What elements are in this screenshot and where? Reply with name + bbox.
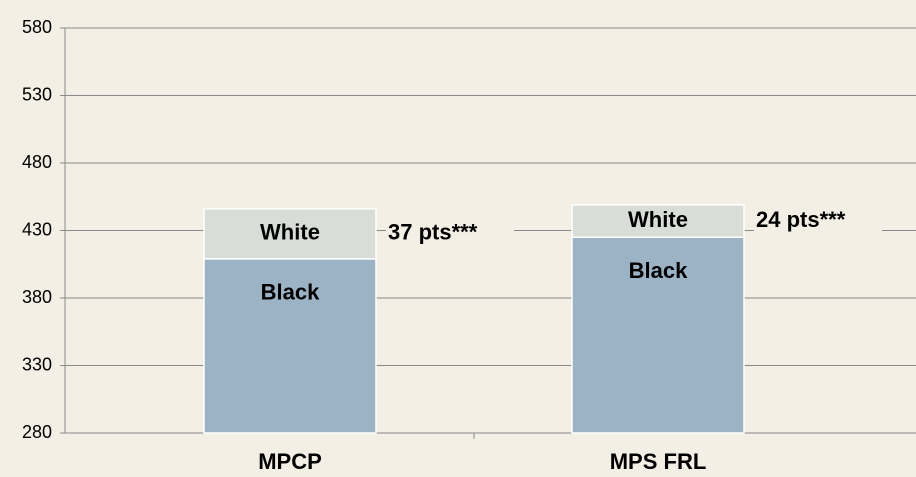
y-tick-label: 280	[22, 422, 52, 442]
value-label: 24 pts***	[756, 207, 846, 232]
x-tick-label: MPS FRL	[610, 449, 707, 474]
segment-label: Black	[629, 258, 688, 283]
bar-segment	[571, 236, 745, 434]
segment-label: White	[628, 207, 688, 232]
segment-label: White	[260, 220, 320, 245]
y-tick-label: 530	[22, 84, 52, 104]
bar-segment	[203, 208, 377, 260]
y-tick-label: 480	[22, 152, 52, 172]
y-tick-label: 330	[22, 354, 52, 374]
segment-label: Black	[261, 280, 320, 305]
label-background	[754, 206, 882, 237]
bar-segment	[571, 204, 745, 239]
bar-segment	[203, 258, 377, 434]
y-tick-label: 430	[22, 219, 52, 239]
y-tick-label: 380	[22, 287, 52, 307]
label-background	[386, 218, 514, 249]
x-tick-label: MPCP	[258, 449, 322, 474]
y-tick-label: 580	[22, 17, 52, 37]
value-label: 37 pts***	[388, 220, 478, 245]
